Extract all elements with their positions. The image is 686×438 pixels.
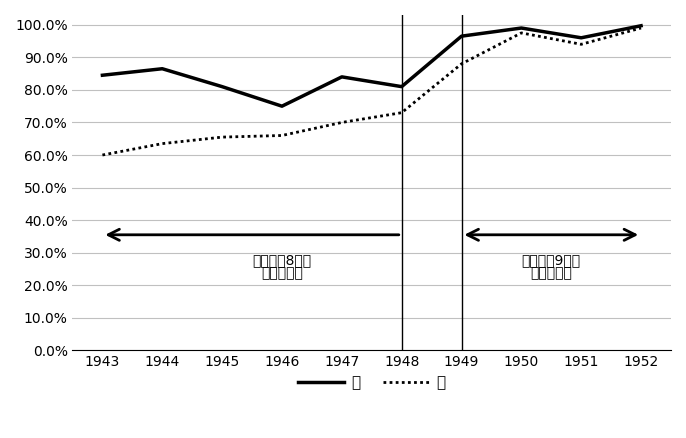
Text: 義務教聠9年制: 義務教聠9年制 — [522, 253, 581, 267]
Legend: 男, 女: 男, 女 — [292, 369, 452, 396]
Text: （改革後）: （改革後） — [530, 266, 572, 280]
Text: 義務教聠8年制: 義務教聠8年制 — [252, 253, 311, 267]
Text: （改革前）: （改革前） — [261, 266, 303, 280]
